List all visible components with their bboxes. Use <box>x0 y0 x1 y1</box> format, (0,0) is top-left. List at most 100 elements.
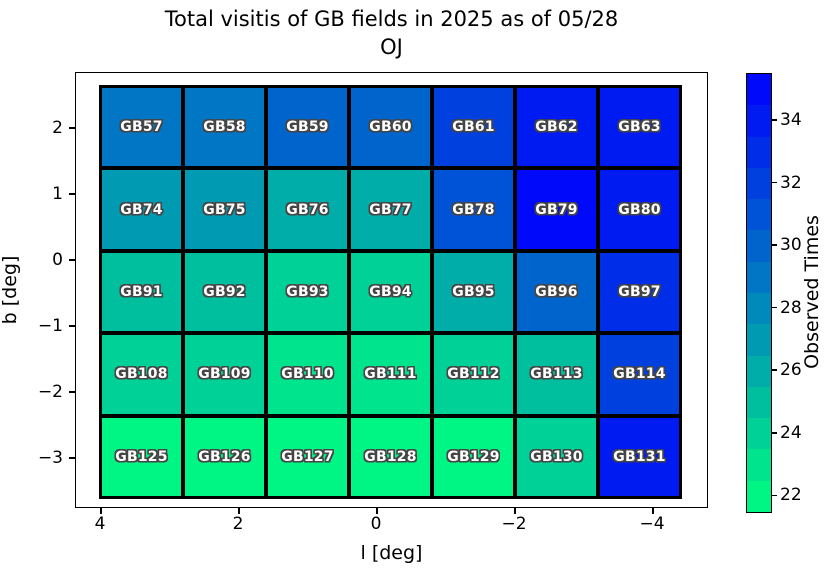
cell-label: GB78 <box>452 201 495 218</box>
heatmap-cell-GB57: GB57 <box>100 86 183 169</box>
colorbar-tick <box>772 369 777 371</box>
colorbar-tick-label: 26 <box>780 360 802 381</box>
x-axis-label: l [deg] <box>360 542 423 564</box>
cell-label: GB126 <box>198 448 251 465</box>
colorbar <box>746 73 772 513</box>
heatmap-cell-GB114: GB114 <box>598 333 681 416</box>
cell-label: GB128 <box>364 448 417 465</box>
y-tick-label: 0 <box>52 250 63 270</box>
heatmap-cell-GB130: GB130 <box>515 415 598 498</box>
cell-label: GB108 <box>115 366 168 383</box>
y-tick <box>69 325 75 327</box>
heatmap-cell-GB97: GB97 <box>598 250 681 334</box>
chart-title: Total visitis of GB fields in 2025 as of… <box>75 6 708 61</box>
cell-label: GB58 <box>203 119 246 136</box>
colorbar-band-27 <box>747 324 771 356</box>
colorbar-tick <box>772 432 777 434</box>
heatmap-cell-GB59: GB59 <box>266 86 349 169</box>
cell-label: GB109 <box>198 366 251 383</box>
y-tick-label: 1 <box>52 184 63 204</box>
colorbar-tick <box>772 119 777 121</box>
cell-label: GB77 <box>369 201 412 218</box>
cell-label: GB91 <box>120 283 163 300</box>
colorbar-band-31 <box>747 199 771 231</box>
heatmap-cell-GB131: GB131 <box>598 415 681 498</box>
heatmap-cell-GB63: GB63 <box>598 86 681 169</box>
heatmap-cell-GB75: GB75 <box>183 168 266 251</box>
cell-label: GB62 <box>535 119 578 136</box>
cell-label: GB95 <box>452 283 495 300</box>
colorbar-tick <box>772 494 777 497</box>
colorbar-band-29 <box>747 261 771 293</box>
cell-label: GB127 <box>281 448 334 465</box>
x-tick <box>652 508 654 514</box>
heatmap-cell-GB60: GB60 <box>349 86 432 169</box>
heatmap-cell-GB62: GB62 <box>515 86 598 169</box>
cell-label: GB57 <box>120 119 163 136</box>
heatmap-cell-GB126: GB126 <box>183 415 266 498</box>
colorbar-tick-label: 32 <box>780 172 802 193</box>
colorbar-tick-label: 34 <box>780 109 802 130</box>
colorbar-band-35 <box>747 74 771 106</box>
cell-label: GB92 <box>203 283 246 300</box>
x-tick-label: −4 <box>639 514 665 534</box>
y-tick <box>69 127 75 129</box>
heatmap-cell-GB91: GB91 <box>100 250 183 334</box>
x-tick-label: −2 <box>501 514 527 534</box>
heatmap-cell-GB129: GB129 <box>432 415 515 498</box>
x-tick-label: 2 <box>232 514 244 534</box>
colorbar-band-22 <box>747 480 771 512</box>
heatmap-cell-GB78: GB78 <box>432 168 515 251</box>
heatmap-cell-GB80: GB80 <box>598 168 681 251</box>
chart-title-line1: Total visitis of GB fields in 2025 as of… <box>164 7 619 31</box>
heatmap-cell-GB110: GB110 <box>266 333 349 416</box>
y-axis-label: b [deg] <box>0 255 21 325</box>
heatmap-cell-GB93: GB93 <box>266 250 349 334</box>
heatmap-grid: GB57 GB58 GB59 GB60 GB61 GB62 GB63 GB74 GB75 GB76… <box>99 85 682 499</box>
colorbar-band-23 <box>747 449 771 481</box>
heatmap-cell-GB95: GB95 <box>432 250 515 334</box>
heatmap-cell-GB111: GB111 <box>349 333 432 416</box>
colorbar-band-30 <box>747 230 771 262</box>
heatmap-cell-GB74: GB74 <box>100 168 183 251</box>
heatmap-cell-GB61: GB61 <box>432 86 515 169</box>
cell-label: GB75 <box>203 201 246 218</box>
cell-label: GB131 <box>613 448 666 465</box>
x-tick <box>100 508 102 514</box>
heatmap-cell-GB79: GB79 <box>515 168 598 251</box>
colorbar-tick-label: 28 <box>780 297 802 318</box>
heatmap-cell-GB125: GB125 <box>100 415 183 498</box>
colorbar-band-28 <box>747 292 771 325</box>
cell-label: GB59 <box>286 119 329 136</box>
heatmap-cell-GB127: GB127 <box>266 415 349 498</box>
cell-label: GB94 <box>369 283 412 300</box>
colorbar-band-25 <box>747 386 771 419</box>
x-tick <box>376 508 378 514</box>
cell-label: GB74 <box>120 201 163 218</box>
heatmap-cell-GB92: GB92 <box>183 250 266 334</box>
cell-label: GB113 <box>530 366 583 383</box>
chart-title-line2: OJ <box>380 34 403 59</box>
y-tick <box>69 259 75 261</box>
y-tick-label: −2 <box>37 382 63 402</box>
cell-label: GB97 <box>618 283 661 300</box>
y-tick-label: 2 <box>52 118 63 138</box>
cell-label: GB80 <box>618 201 661 218</box>
colorbar-tick <box>772 181 777 184</box>
colorbar-band-24 <box>747 418 771 450</box>
cell-label: GB93 <box>286 283 329 300</box>
colorbar-band-34 <box>747 105 771 137</box>
colorbar-tick-label: 24 <box>780 422 802 443</box>
colorbar-band-26 <box>747 355 771 387</box>
cell-label: GB112 <box>447 366 500 383</box>
cell-label: GB110 <box>281 366 334 383</box>
heatmap-cell-GB76: GB76 <box>266 168 349 251</box>
cell-label: GB129 <box>447 448 500 465</box>
heatmap-cell-GB113: GB113 <box>515 333 598 416</box>
cell-label: GB79 <box>535 201 578 218</box>
colorbar-tick-label: 30 <box>780 235 802 256</box>
x-tick-label: 4 <box>94 514 106 534</box>
heatmap-cell-GB94: GB94 <box>349 250 432 334</box>
cell-label: GB76 <box>286 201 329 218</box>
